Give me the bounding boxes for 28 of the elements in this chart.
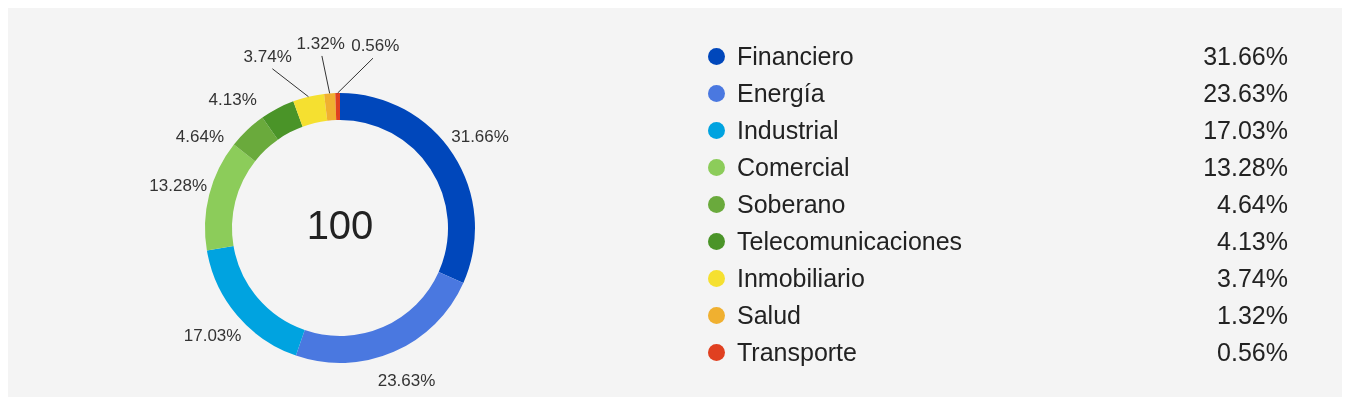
data-label: 0.56% <box>351 36 400 56</box>
legend-label: Salud <box>737 301 802 330</box>
text: 4.13% <box>1217 227 1288 255</box>
text: 17.03% <box>1203 116 1288 144</box>
text: 4.64% <box>1217 190 1288 218</box>
legend-label: Transporte <box>737 338 858 367</box>
legend-label: Industrial <box>737 116 840 145</box>
data-label: 4.64% <box>175 126 225 146</box>
data-label: 17.03% <box>183 325 242 345</box>
data-label: 23.63% <box>377 370 436 390</box>
legend-label: Comercial <box>737 153 851 182</box>
text: 3.74% <box>1217 264 1288 292</box>
text: 100 <box>306 203 374 248</box>
text: 1.32% <box>1217 301 1288 329</box>
text: 23.63% <box>1203 79 1288 107</box>
legend-label: Telecomunicaciones <box>737 227 964 256</box>
legend-label: Soberano <box>737 190 847 219</box>
text: 31.66% <box>1203 42 1288 70</box>
text: 0.56% <box>1217 338 1288 366</box>
data-label: 31.66% <box>451 126 509 146</box>
data-label: 1.32% <box>296 33 345 53</box>
data-label: 4.13% <box>208 89 257 109</box>
legend-label: Energía <box>737 79 826 108</box>
legend-label: Inmobiliario <box>737 264 866 293</box>
legend-label: Financiero <box>737 42 855 71</box>
data-label: 13.28% <box>149 176 207 196</box>
text: 13.28% <box>1203 153 1288 181</box>
data-label: 3.74% <box>243 47 292 67</box>
